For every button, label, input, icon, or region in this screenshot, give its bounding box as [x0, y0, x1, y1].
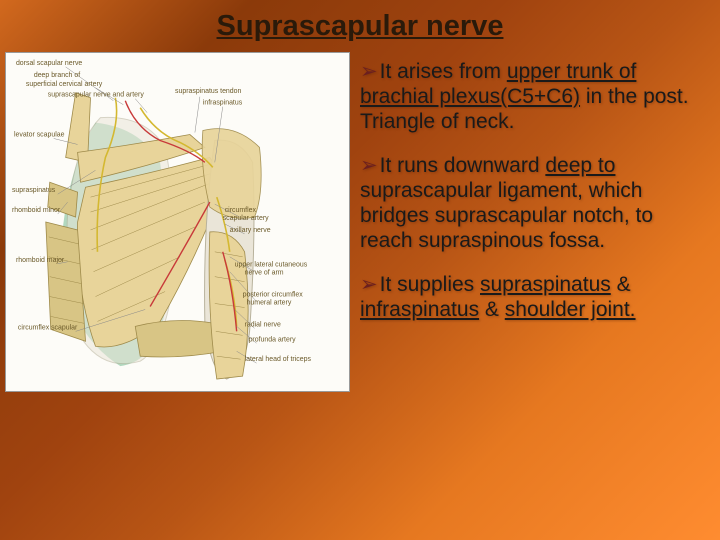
diagram-label: radial nerve — [245, 321, 281, 328]
diagram-label: superficial cervical artery — [26, 81, 103, 88]
diagram-label: circumflex scapular — [18, 324, 78, 331]
bullet-text: It runs downward — [380, 154, 546, 177]
diagram-label: humeral artery — [247, 300, 292, 307]
diagram-label: posterior circumflex — [243, 292, 304, 299]
anatomy-diagram: dorsal scapular nerve deep branch of super… — [5, 52, 350, 392]
diagram-label: rhomboid major — [16, 257, 65, 264]
bullet-2: ➢It supplies supraspinatus & infraspinat… — [360, 273, 710, 323]
diagram-label: infraspinatus — [203, 100, 243, 107]
diagram-svg: dorsal scapular nerve deep branch of super… — [6, 53, 349, 391]
bullet-0: ➢It arises from upper trunk of brachial … — [360, 60, 710, 134]
text-column: ➢It arises from upper trunk of brachial … — [360, 60, 710, 343]
diagram-label: upper lateral cutaneous — [235, 262, 308, 269]
diagram-label: lateral head of triceps — [245, 356, 312, 363]
diagram-label: deep branch of — [34, 72, 80, 79]
diagram-label: scapular artery — [223, 215, 269, 222]
diagram-label: suprascapular nerve and artery — [48, 92, 145, 99]
diagram-label: axillary nerve — [230, 227, 271, 234]
bullet-text: It supplies — [380, 273, 480, 296]
bullet-text: & — [611, 273, 631, 296]
bullet-arrow-icon: ➢ — [360, 60, 378, 83]
diagram-label: levator scapulae — [14, 132, 65, 139]
diagram-label: rhomboid minor — [12, 207, 61, 214]
page-title: Suprascapular nerve — [0, 0, 720, 43]
diagram-label: supraspinatus tendon — [175, 88, 241, 95]
bullet-text: It arises from — [380, 60, 507, 83]
bullet-text: deep to — [545, 154, 615, 177]
bullet-text: suprascapular ligament, which bridges su… — [360, 179, 653, 252]
bullet-arrow-icon: ➢ — [360, 154, 378, 177]
diagram-label: profunda artery — [249, 336, 297, 343]
bullet-arrow-icon: ➢ — [360, 273, 378, 296]
diagram-label: circumflex — [225, 207, 257, 214]
deltoid-cut — [202, 129, 261, 219]
diagram-label: nerve of arm — [245, 270, 284, 277]
diagram-label: supraspinatus — [12, 187, 56, 194]
diagram-label: dorsal scapular nerve — [16, 60, 82, 67]
teres-major-muscle — [135, 321, 222, 357]
bullet-text: infraspinatus — [360, 298, 479, 321]
bullet-1: ➢It runs downward deep to suprascapular … — [360, 154, 710, 253]
bullet-text: & — [479, 298, 505, 321]
infraspinatus-muscle — [77, 157, 224, 347]
bullet-text: supraspinatus — [480, 273, 611, 296]
bullet-text: shoulder joint. — [505, 298, 636, 321]
